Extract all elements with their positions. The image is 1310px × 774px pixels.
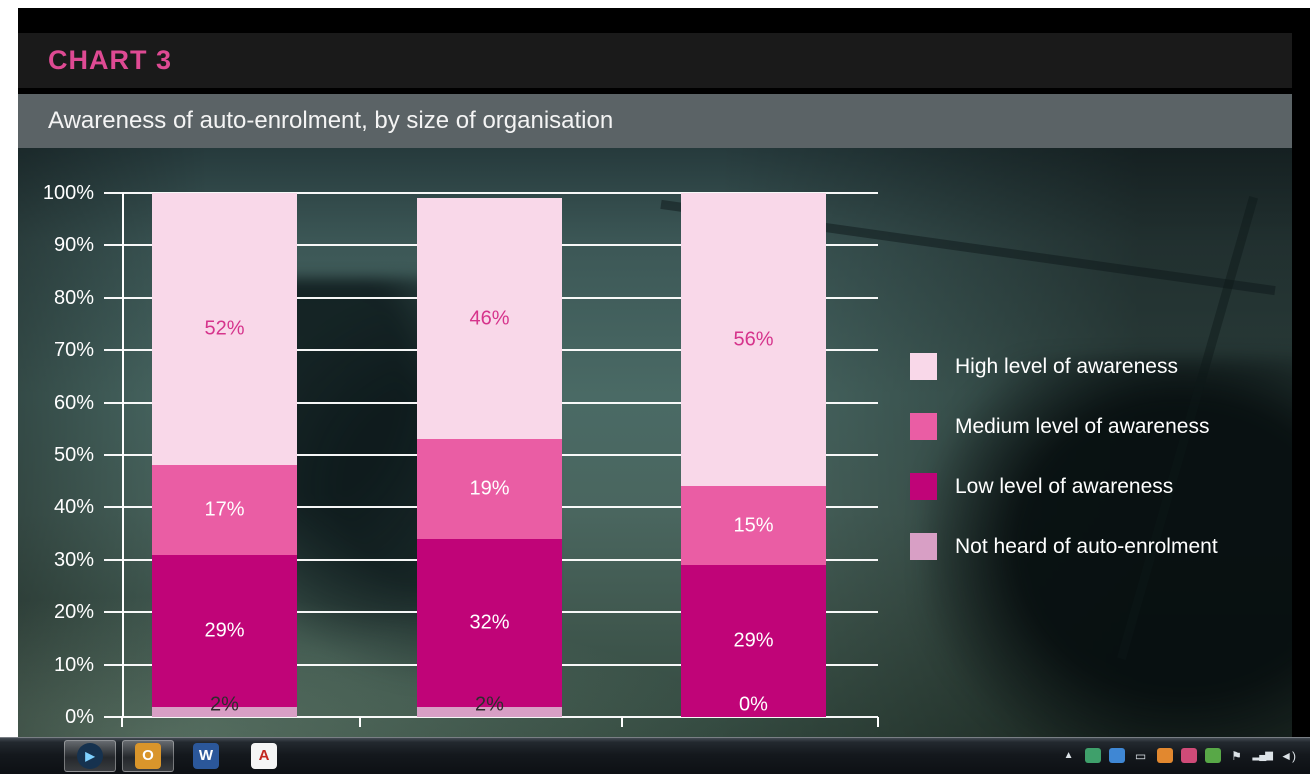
media-player-icon: ▶ — [77, 742, 103, 769]
x-axis-tick — [877, 717, 879, 727]
legend-label: Medium level of awareness — [955, 414, 1210, 438]
tray-app-icon-2[interactable] — [1108, 748, 1125, 763]
legend-item: Medium level of awareness — [910, 413, 1218, 440]
photo-silhouette-person — [922, 358, 1292, 737]
volume-icon[interactable]: ◄) — [1280, 748, 1296, 763]
bar-value-label: 2% — [475, 693, 504, 716]
action-center-flag-icon[interactable]: ⚑ — [1231, 748, 1242, 763]
stacked-bar: 2% 29% 17% 52% — [152, 193, 297, 717]
bar-value-label: 0% — [739, 693, 768, 716]
legend-label: Low level of awareness — [955, 474, 1174, 498]
chart-legend: High level of awareness Medium level of a… — [910, 353, 1218, 560]
presentation-slide[interactable]: CHART 3 Awareness of auto-enrolment, by … — [18, 8, 1310, 737]
bar-segment — [417, 198, 562, 440]
stacked-bar: 2% 32% 19% 46% — [417, 193, 562, 717]
bar-segment — [417, 706, 562, 717]
y-tick-label: 100% — [42, 182, 94, 204]
y-tick-label: 90% — [53, 234, 94, 257]
bar-segment — [152, 465, 297, 555]
tray-app-icon-3[interactable] — [1156, 748, 1173, 763]
y-tick-label: 0% — [65, 706, 94, 728]
bar-segment — [681, 565, 826, 717]
display-settings-icon[interactable]: ▭ — [1134, 748, 1147, 763]
x-axis-tick — [359, 717, 361, 727]
legend-swatch — [910, 413, 937, 440]
chart-number-label: CHART 3 — [48, 45, 173, 75]
title-band: CHART 3 — [18, 33, 1292, 88]
bar-segment — [681, 193, 826, 487]
plot-area: 2% 29% 17% 52% 2% 32% 19% 46% 0% 29% 15% 56% — [104, 192, 879, 727]
legend-item: Low level of awareness — [910, 473, 1218, 500]
y-axis-labels: 0% 10% 20% 30% 40% 50% 60% 70% 80% 90% 100% — [18, 182, 98, 728]
bar-segment — [681, 486, 826, 566]
bar-segment — [152, 554, 297, 707]
bar-segment — [152, 706, 297, 717]
subtitle-band: Awareness of auto-enrolment, by size of … — [18, 94, 1292, 148]
chart-title: Awareness of auto-enrolment, by size of … — [48, 107, 614, 134]
adobe-reader-icon: A — [251, 742, 277, 769]
y-tick-label: 30% — [53, 548, 94, 571]
taskbar-app-media-player[interactable]: ▶ — [64, 739, 116, 772]
bar-value-label: 52% — [204, 317, 245, 340]
gridline — [104, 192, 878, 194]
bar-value-label: 56% — [733, 328, 774, 351]
bar-value-label: 15% — [733, 514, 774, 537]
bar-value-label: 29% — [204, 619, 245, 642]
taskbar-app-outlook[interactable]: O — [122, 739, 174, 772]
y-tick-label: 10% — [53, 653, 94, 676]
taskbar-app-word[interactable]: W — [180, 740, 232, 772]
bar-value-label: 17% — [204, 498, 245, 521]
taskbar-app-adobe-reader[interactable]: A — [238, 740, 290, 772]
wireless-network-icon[interactable] — [1204, 748, 1221, 763]
bar-segment — [417, 538, 562, 707]
tray-app-icon-1[interactable] — [1084, 748, 1101, 763]
y-tick-label: 20% — [53, 601, 94, 624]
bar-value-label: 29% — [733, 629, 774, 652]
network-signal-icon[interactable]: ▂▄▆ — [1252, 750, 1273, 761]
show-hidden-icons-button[interactable]: ▲ — [1063, 750, 1074, 761]
legend-item: High level of awareness — [910, 353, 1218, 380]
legend-label: High level of awareness — [955, 354, 1178, 378]
stacked-bar: 0% 29% 15% 56% — [681, 193, 826, 717]
taskbar-apps: ▶ O W A — [64, 739, 290, 772]
photo-grass — [18, 577, 808, 737]
y-tick-label: 40% — [53, 496, 94, 519]
bar-value-label: 46% — [469, 307, 510, 330]
legend-label: Not heard of auto-enrolment — [955, 534, 1218, 558]
y-tick-label: 80% — [53, 286, 94, 309]
y-tick-label: 70% — [53, 339, 94, 362]
bar-value-label: 2% — [210, 693, 239, 716]
legend-swatch — [910, 533, 937, 560]
taskbar: ▶ O W A ▲ ▭ ⚑ ▂▄▆ ◄) — [0, 737, 1310, 774]
x-axis-tick — [621, 717, 623, 727]
y-tick-label: 50% — [53, 444, 94, 466]
bar-segment — [417, 439, 562, 539]
legend-swatch — [910, 353, 937, 380]
legend-swatch — [910, 473, 937, 500]
bar-value-label: 32% — [469, 611, 510, 634]
taskbar-tray: ▲ ▭ ⚑ ▂▄▆ ◄) — [1061, 748, 1296, 764]
outlook-icon: O — [135, 742, 161, 769]
gridline — [104, 716, 878, 718]
bar-segment — [152, 193, 297, 466]
legend-item: Not heard of auto-enrolment — [910, 533, 1218, 560]
y-tick-label: 60% — [53, 391, 94, 414]
tray-app-icon-4[interactable] — [1180, 748, 1197, 763]
word-icon: W — [193, 742, 219, 769]
bar-value-label: 19% — [469, 477, 510, 500]
x-axis-tick — [121, 717, 123, 727]
